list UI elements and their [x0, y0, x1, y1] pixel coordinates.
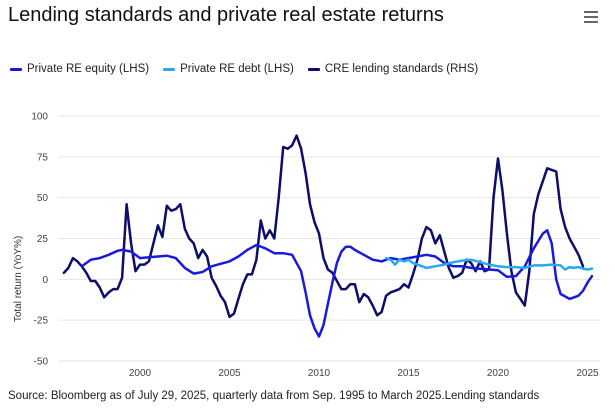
y-tick-label: 50 — [37, 193, 49, 204]
series-line-private-re-debt — [384, 256, 594, 271]
series-lines — [62, 134, 594, 338]
x-tick-label: 2025 — [576, 368, 599, 379]
legend: Private RE equity (LHS) Private RE debt … — [10, 63, 478, 75]
y-tick-label: 75 — [37, 152, 49, 163]
y-tick-label: 0 — [42, 275, 48, 286]
x-tick-label: 2020 — [487, 368, 510, 379]
series-line-cre-lending-standards — [62, 134, 585, 319]
gridlines — [58, 115, 600, 362]
series-line-private-re-equity — [80, 229, 594, 338]
legend-swatch-equity — [10, 67, 22, 71]
chart-title: Lending standards and private real estat… — [8, 4, 444, 26]
legend-label: Private RE debt (LHS) — [180, 63, 294, 75]
y-tick-label: -50 — [34, 357, 49, 368]
legend-label: CRE lending standards (RHS) — [324, 63, 479, 75]
x-axis-ticks: 2000 2005 2010 2015 2020 2025 — [129, 368, 599, 379]
y-tick-label: 100 — [31, 112, 48, 123]
hamburger-menu-icon[interactable] — [584, 8, 598, 24]
x-tick-label: 2005 — [218, 368, 241, 379]
legend-label: Private RE equity (LHS) — [27, 63, 150, 75]
x-tick-label: 2010 — [308, 368, 331, 379]
source-note: Source: Bloomberg as of July 29, 2025, q… — [8, 390, 540, 402]
menu-bar — [584, 21, 598, 23]
y-axis-ticks: 100 75 50 25 0 -25 -50 — [31, 112, 48, 368]
menu-bar — [584, 16, 598, 18]
legend-item-lending[interactable]: CRE lending standards (RHS) — [307, 63, 479, 75]
x-tick-label: 2015 — [397, 368, 420, 379]
y-tick-label: 25 — [37, 234, 49, 245]
line-chart: 100 75 50 25 0 -25 -50 2000 2005 2010 2015 2020 202… — [13, 112, 600, 379]
x-tick-label: 2000 — [129, 368, 152, 379]
legend-swatch-debt — [163, 67, 176, 71]
legend-item-debt[interactable]: Private RE debt (LHS) — [163, 63, 294, 75]
legend-item-equity[interactable]: Private RE equity (LHS) — [10, 63, 149, 75]
y-tick-label: -25 — [34, 316, 49, 327]
y-axis-label: Total return (YoY%) — [13, 236, 24, 322]
menu-bar — [584, 11, 598, 13]
legend-swatch-lending — [307, 67, 320, 71]
